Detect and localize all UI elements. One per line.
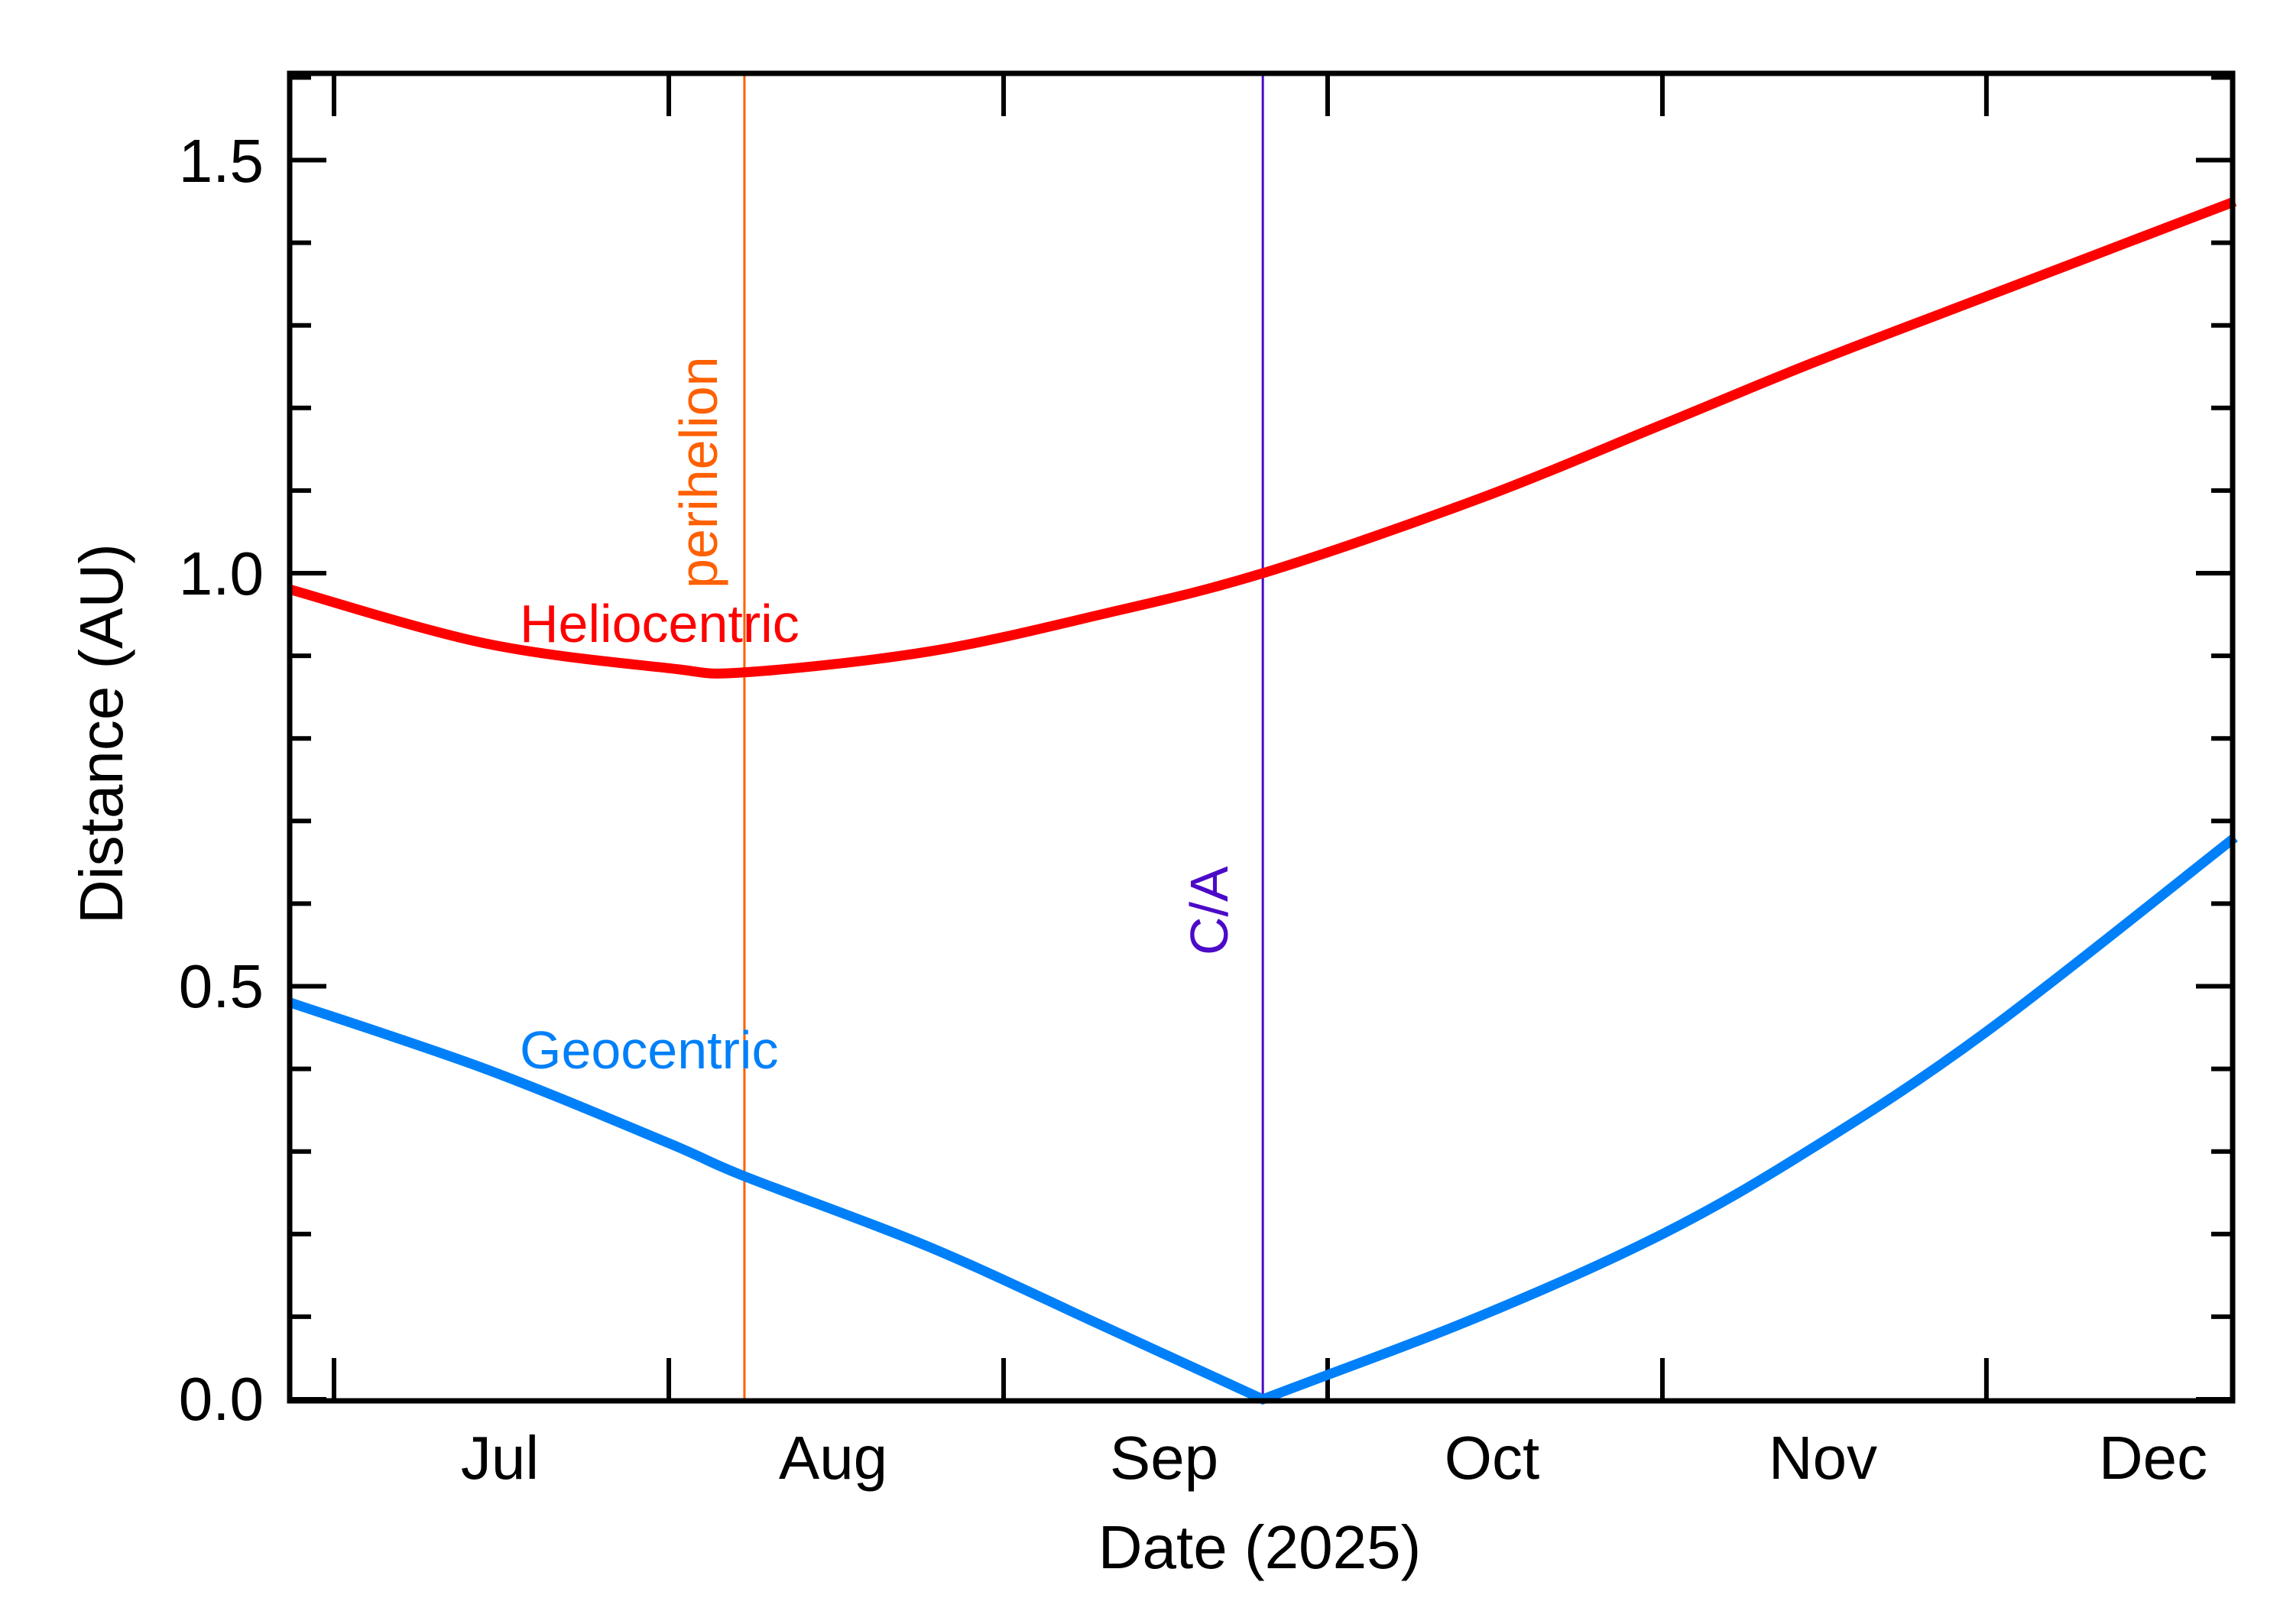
x-axis-title: Date (2025): [1098, 1513, 1421, 1581]
plot-frame: [287, 70, 2236, 1404]
x-tick-nov: Nov: [1769, 1424, 1877, 1492]
axis-ticks: [290, 73, 2233, 1402]
geocentric-curve: [289, 833, 2238, 1405]
y-tick-0-5: 0.5: [179, 952, 264, 1020]
series-lines: [289, 196, 2238, 1405]
perihelion-label: perihelion: [669, 356, 728, 588]
x-tick-aug: Aug: [779, 1424, 887, 1492]
x-tick-sep: Sep: [1110, 1424, 1218, 1492]
heliocentric-curve: [289, 196, 2237, 679]
x-tick-labels: Jul Aug Sep Oct Nov Dec: [461, 1424, 2207, 1492]
y-axis-title: Distance (AU): [67, 543, 135, 924]
y-tick-1-0: 1.0: [179, 540, 264, 608]
x-tick-dec: Dec: [2099, 1424, 2207, 1492]
heliocentric-label: Heliocentric: [520, 594, 799, 653]
x-tick-oct: Oct: [1445, 1424, 1539, 1492]
x-tick-jul: Jul: [461, 1424, 539, 1492]
y-tick-labels: 0.0 0.5 1.0 1.5: [179, 127, 264, 1433]
geocentric-label: Geocentric: [520, 1020, 778, 1080]
y-tick-1-5: 1.5: [179, 127, 264, 195]
y-tick-0: 0.0: [179, 1365, 264, 1433]
ca-label: C/A: [1179, 866, 1239, 955]
